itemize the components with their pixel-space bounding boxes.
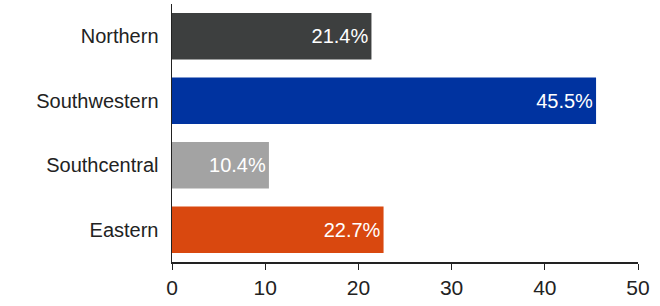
svg-text:21.4%: 21.4% [312,25,369,47]
svg-text:Eastern: Eastern [90,219,159,241]
svg-text:Southwestern: Southwestern [36,90,158,112]
svg-text:Northern: Northern [81,25,159,47]
svg-text:40: 40 [533,276,556,299]
svg-text:45.5%: 45.5% [536,90,593,112]
svg-text:22.7%: 22.7% [324,219,381,241]
svg-text:30: 30 [440,276,463,299]
svg-text:50: 50 [626,276,649,299]
svg-text:10: 10 [254,276,277,299]
svg-text:20: 20 [347,276,370,299]
svg-text:Southcentral: Southcentral [46,154,158,176]
svg-text:0: 0 [166,276,178,299]
svg-text:10.4%: 10.4% [209,154,266,176]
